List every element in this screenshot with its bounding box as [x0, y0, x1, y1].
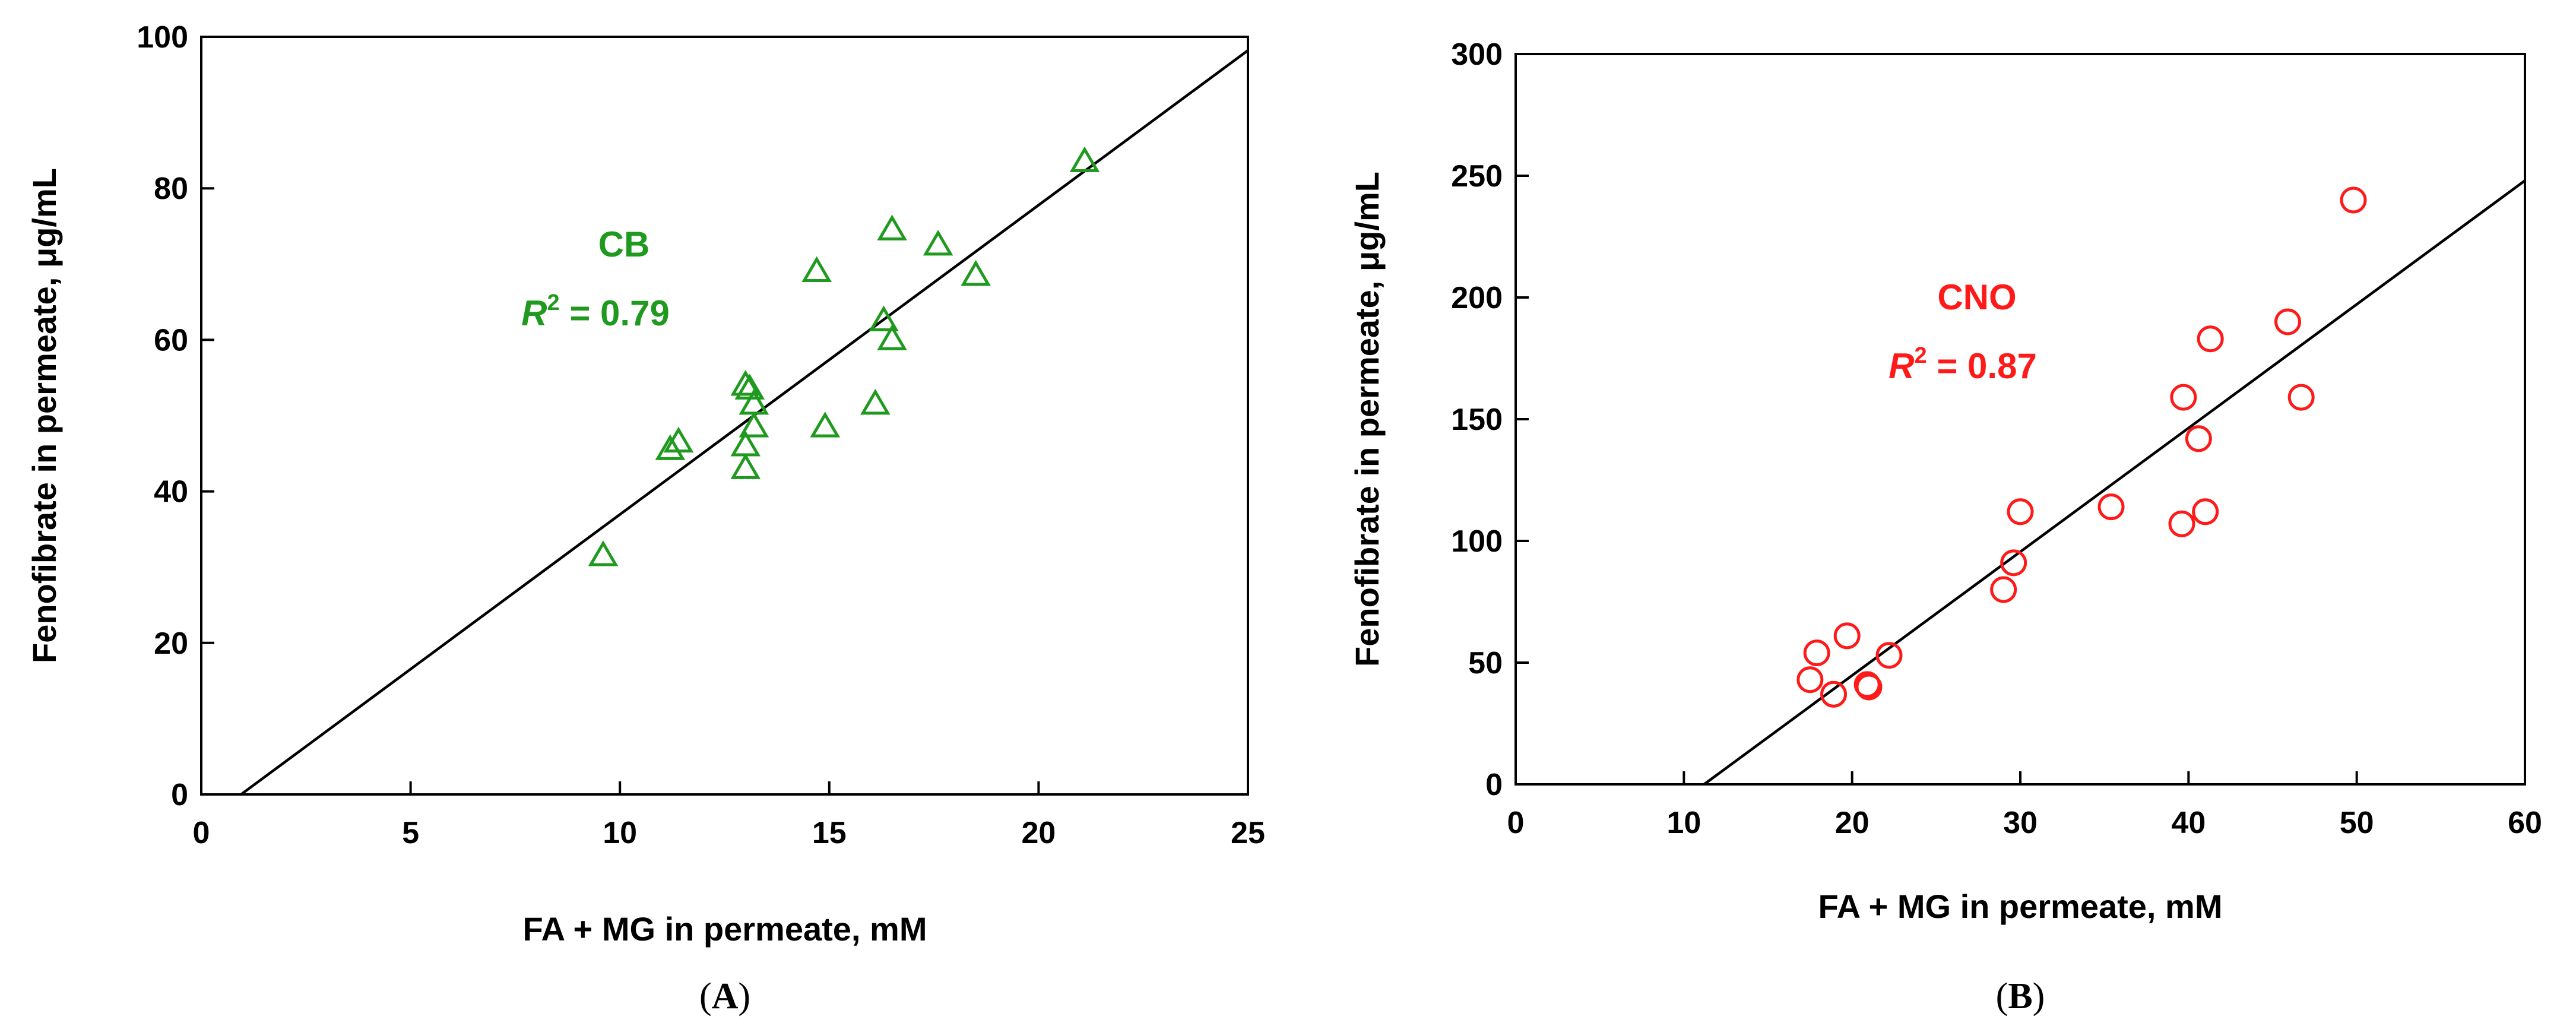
plot-frame-a [200, 36, 1249, 796]
data-point [923, 229, 953, 256]
y-tick-label: 0 [171, 778, 188, 812]
x-tick-label: 25 [1231, 816, 1265, 850]
r-squared-b-symbol: R [1889, 346, 1914, 386]
data-point [877, 214, 907, 240]
data-point [1796, 666, 1824, 694]
data-point [1855, 673, 1883, 701]
data-point [730, 369, 761, 396]
data-point [2007, 498, 2034, 525]
panel-label-a-letter: A [712, 976, 739, 1016]
plot-frame-b [1514, 53, 2526, 786]
series-name-a: CB [598, 224, 650, 264]
data-point [2185, 425, 2212, 452]
y-tick-label: 200 [1451, 281, 1503, 315]
data-point [730, 453, 761, 479]
data-point [2287, 384, 2315, 411]
data-point [801, 256, 832, 283]
r-squared-a-symbol: R [521, 293, 547, 333]
y-tick-label: 0 [1485, 768, 1503, 802]
data-point [961, 259, 991, 286]
data-point [2192, 498, 2219, 525]
fit-line-a [240, 49, 1249, 796]
y-tick-label: 300 [1451, 37, 1503, 72]
data-point [663, 426, 694, 453]
y-tick-label: 60 [154, 323, 188, 357]
data-point [739, 411, 769, 438]
chart-panel-a: 0 20 40 60 80 100 0 5 10 15 20 25 CB R2 = 0.79 FA … [26, 20, 1265, 1016]
data-point [869, 305, 899, 331]
data-point [2170, 384, 2197, 411]
data-point [1875, 642, 1903, 669]
x-axis-title-b: FA + MG in permeate, mM [1818, 888, 2223, 925]
x-tick-label: 0 [1507, 806, 1525, 840]
y-tick-label: 80 [154, 172, 188, 206]
x-tick-label: 40 [2171, 806, 2206, 840]
x-tick-label: 5 [402, 816, 419, 850]
y-tick-label: 50 [1468, 646, 1503, 680]
data-point [810, 411, 841, 438]
data-point [2197, 325, 2224, 353]
data-point [1990, 576, 2017, 603]
y-tick-label: 100 [1451, 524, 1503, 559]
x-tick-label: 50 [2340, 806, 2374, 840]
y-tick-label: 100 [137, 20, 188, 55]
x-tick-label: 10 [603, 816, 637, 850]
data-point [2340, 186, 2367, 214]
y-axis-ticks-b: 0 50 100 150 200 250 300 [1451, 37, 1529, 802]
x-tick-label: 30 [2003, 806, 2038, 840]
x-tick-label: 0 [193, 816, 210, 850]
data-point [1069, 146, 1100, 173]
data-point [588, 540, 619, 566]
x-tick-label: 10 [1666, 806, 1701, 840]
r-squared-a-value: = 0.79 [560, 293, 670, 333]
x-tick-label: 20 [1021, 816, 1056, 850]
data-point [2097, 493, 2125, 521]
data-point [730, 430, 761, 457]
x-tick-label: 60 [2508, 806, 2542, 840]
chart-panel-b: 0 50 100 150 200 250 300 0 10 20 30 40 50 60 CNO R2 … [1348, 37, 2542, 1016]
data-point [877, 324, 907, 350]
x-tick-label: 20 [1835, 806, 1870, 840]
x-tick-label: 15 [812, 816, 847, 850]
y-tick-label: 40 [154, 475, 188, 509]
data-point [2168, 510, 2195, 537]
series-name-b: CNO [1937, 277, 2016, 317]
fit-line-b [1703, 179, 2526, 786]
x-axis-ticks-a: 0 5 10 15 20 25 [193, 781, 1265, 850]
y-tick-label: 20 [154, 626, 188, 661]
r-squared-b-exponent: 2 [1915, 343, 1927, 368]
x-axis-ticks-b: 0 10 20 30 40 50 60 [1507, 771, 2542, 840]
panel-label-b: (B) [1996, 976, 2045, 1016]
y-tick-label: 250 [1451, 159, 1503, 194]
r-squared-a-exponent: 2 [547, 290, 560, 315]
data-point [860, 388, 891, 415]
y-axis-ticks-a: 0 20 40 60 80 100 [137, 20, 214, 812]
r-squared-b-value: = 0.87 [1927, 346, 2037, 386]
panel-label-b-letter: B [2008, 976, 2032, 1016]
r-squared-a: R2 = 0.79 [521, 290, 670, 333]
data-point [655, 434, 686, 460]
y-axis-title-b: Fenofibrate in permeate, μg/mL [1348, 172, 1386, 667]
data-point [1833, 622, 1861, 650]
y-tick-label: 150 [1451, 403, 1503, 437]
panel-label-a: (A) [699, 976, 750, 1016]
data-point [1803, 639, 1830, 667]
data-points-a [588, 146, 1100, 566]
data-point [2000, 549, 2027, 577]
r-squared-b: R2 = 0.87 [1889, 343, 2037, 386]
data-point [1820, 680, 1847, 708]
x-axis-title-a: FA + MG in permeate, mM [523, 910, 927, 948]
y-axis-title-a: Fenofibrate in permeate, μg/mL [26, 168, 63, 663]
data-point [2274, 308, 2301, 335]
data-points-b [1796, 186, 2367, 708]
